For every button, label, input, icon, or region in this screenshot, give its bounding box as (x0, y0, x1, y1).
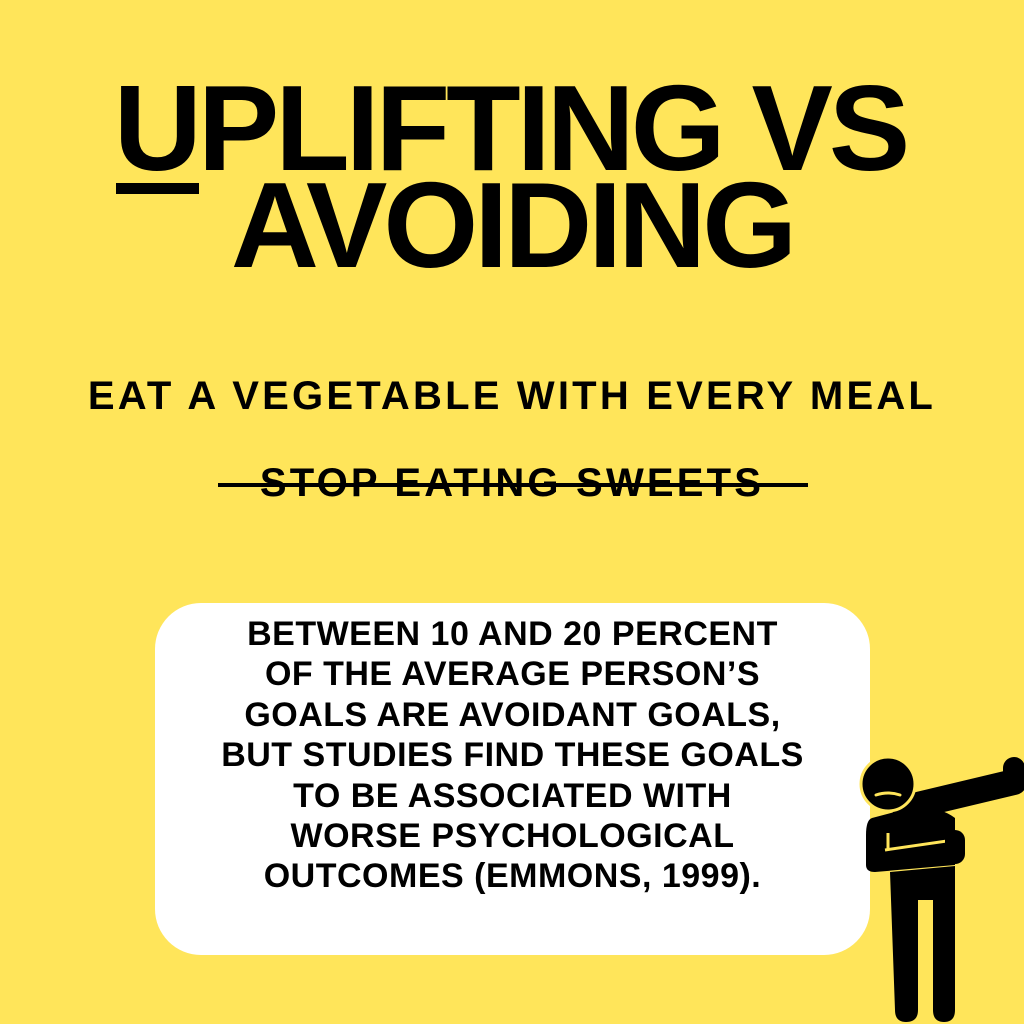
fact-line: OF THE AVERAGE PERSON’S (264, 655, 761, 694)
title-line-2: AVOIDING (230, 157, 797, 293)
fact-line: TO BE ASSOCIATED WITH (293, 776, 732, 815)
fact-line: WORSE PSYCHOLOGICAL (290, 817, 735, 856)
title-underline (116, 183, 199, 194)
title-line-1: UPLIFTING VS (113, 60, 910, 196)
fact-text: BETWEEN 10 AND 20 PERCENT OF THE AVERAGE… (155, 614, 870, 897)
fact-line: BETWEEN 10 AND 20 PERCENT (247, 615, 778, 653)
uplifting-goal: EAT A VEGETABLE WITH EVERY MEAL (87, 374, 937, 418)
fact-line: BUT STUDIES FIND THESE GOALS (221, 736, 804, 775)
fact-box (155, 603, 870, 955)
fact-line: OUTCOMES (EMMONS, 1999). (263, 857, 762, 896)
fact-line: GOALS ARE AVOIDANT GOALS, (244, 695, 781, 734)
strikethrough-line (218, 483, 808, 487)
